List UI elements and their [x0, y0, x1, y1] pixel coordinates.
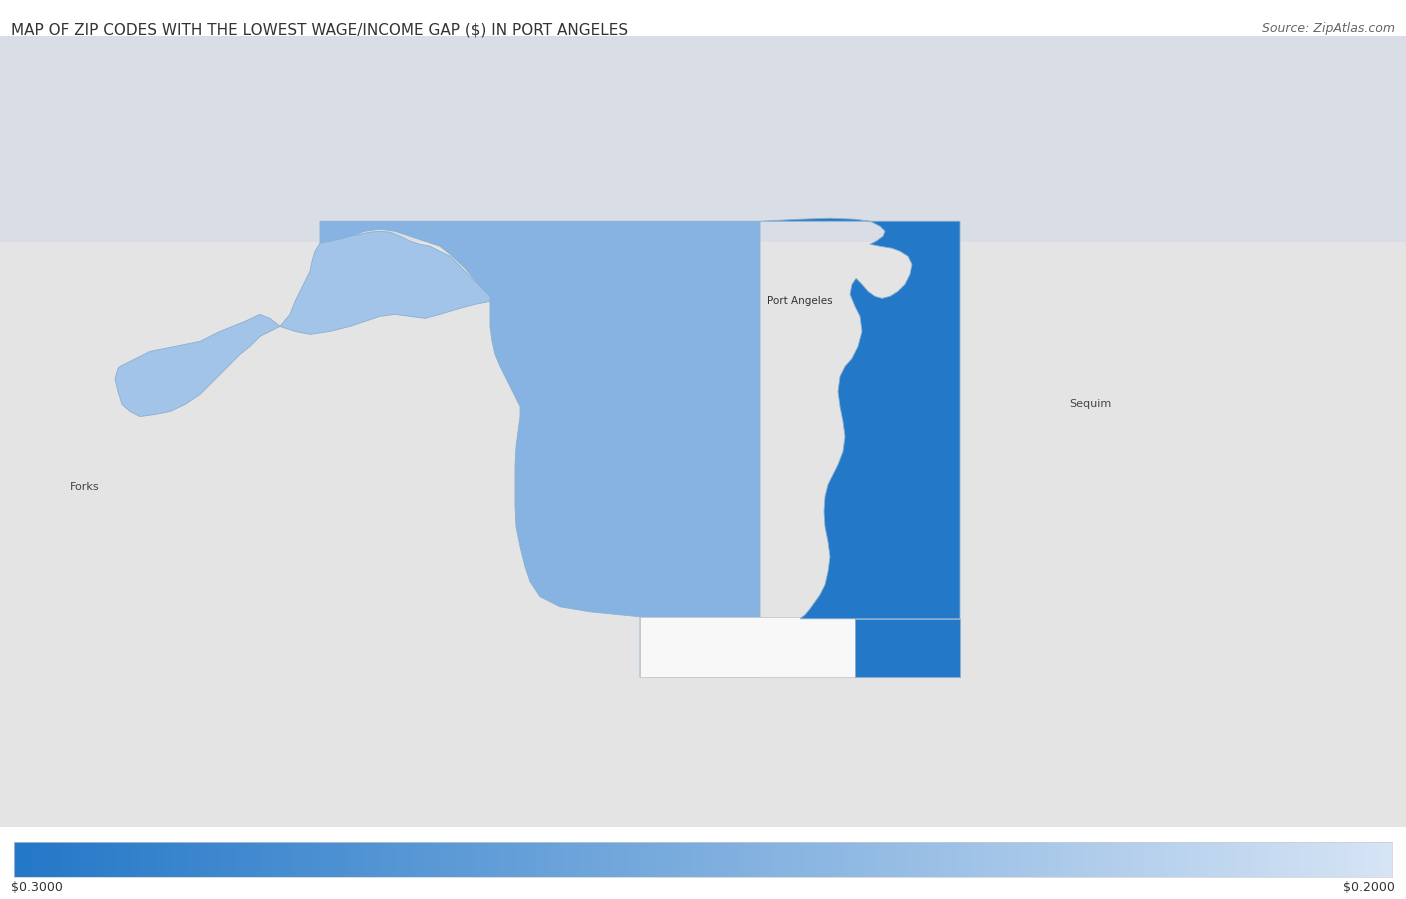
Polygon shape	[761, 218, 960, 619]
Text: Port Angeles: Port Angeles	[768, 297, 832, 307]
Text: Forks: Forks	[70, 482, 100, 492]
Text: Sequim: Sequim	[1069, 399, 1111, 409]
Polygon shape	[115, 231, 491, 416]
Text: $0.2000: $0.2000	[1343, 881, 1395, 894]
Polygon shape	[855, 619, 960, 677]
Polygon shape	[0, 36, 1406, 243]
Text: $0.3000: $0.3000	[11, 881, 63, 894]
Polygon shape	[321, 221, 761, 677]
Polygon shape	[640, 617, 855, 677]
Text: MAP OF ZIP CODES WITH THE LOWEST WAGE/INCOME GAP ($) IN PORT ANGELES: MAP OF ZIP CODES WITH THE LOWEST WAGE/IN…	[11, 22, 628, 38]
Text: Source: ZipAtlas.com: Source: ZipAtlas.com	[1261, 22, 1395, 35]
